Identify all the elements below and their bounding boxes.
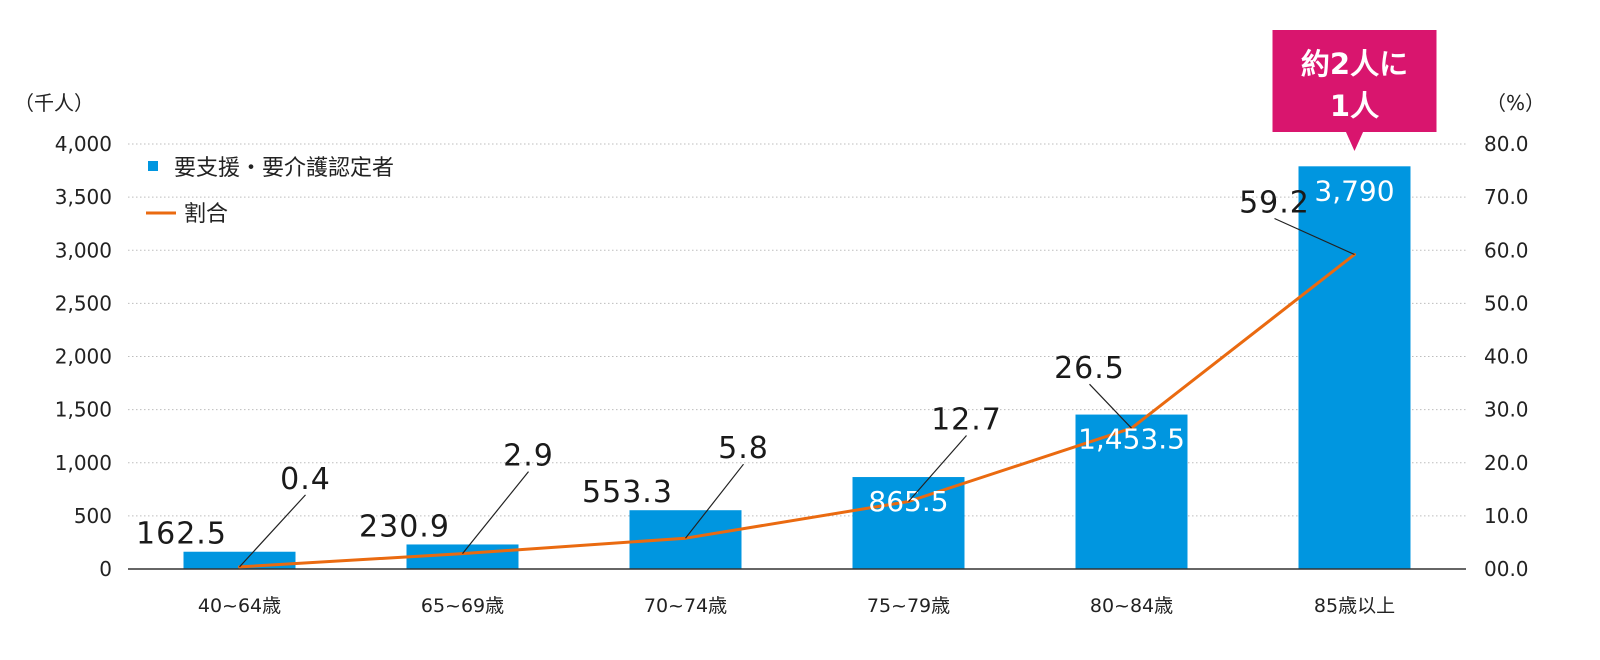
x-tick-label: 70~74歳 <box>644 595 727 617</box>
leader-line <box>908 435 967 502</box>
y-right-tick-label: 30.0 <box>1484 398 1529 422</box>
y-left-tick-label: 2,500 <box>55 291 112 315</box>
y-left-tick-label: 1,000 <box>55 451 112 475</box>
bar <box>852 477 965 569</box>
x-tick-label: 75~79歳 <box>867 595 950 617</box>
y-right-tick-label: 80.0 <box>1484 132 1529 156</box>
callout-line-1: 約2人に <box>1301 47 1408 81</box>
y-right-tick-label: 70.0 <box>1484 185 1529 209</box>
legend-marker-bar <box>148 161 158 171</box>
line-path <box>239 253 1356 569</box>
legend-label-line: 割合 <box>184 202 228 227</box>
bar <box>1298 166 1411 569</box>
line-value-label: 0.4 <box>280 462 331 497</box>
y-left-tick-label: 0 <box>99 557 112 581</box>
y-right-tick-label: 00.0 <box>1484 557 1529 581</box>
gridlines <box>128 143 1466 517</box>
y-right-unit-label: （%） <box>1486 91 1545 115</box>
callout-pointer <box>1345 131 1364 151</box>
leader-line <box>462 471 529 554</box>
y-left-tick-label: 3,500 <box>55 185 112 209</box>
callout: 約2人に 1人 <box>1272 30 1437 151</box>
leader-line <box>239 494 306 568</box>
x-tick-label: 40~64歳 <box>198 595 281 617</box>
y-right-tick-label: 50.0 <box>1484 291 1529 315</box>
line-value-label: 59.2 <box>1239 186 1310 221</box>
line-value-label: 12.7 <box>931 403 1002 438</box>
x-tick-label: 80~84歳 <box>1090 595 1173 617</box>
callout-box <box>1272 30 1437 132</box>
x-tick-label: 85歳以上 <box>1314 595 1395 617</box>
bar-value-label: 162.5 <box>136 517 227 552</box>
y-left-tick-label: 500 <box>74 504 112 528</box>
y-left-tick-label: 4,000 <box>55 132 112 156</box>
axes: 0 00.0 500 10.0 1,000 20.0 1,500 30.0 2,000 40.0 2… <box>14 91 1545 617</box>
leader-line <box>1089 383 1132 429</box>
bar-value-label: 865.5 <box>868 485 948 518</box>
line-value-label: 5.8 <box>718 431 769 466</box>
y-left-unit-label: （千人） <box>14 91 94 115</box>
legend-label-bar: 要支援・要介護認定者 <box>174 156 394 181</box>
y-left-tick-label: 1,500 <box>55 398 112 422</box>
x-tick-label: 65~69歳 <box>421 595 504 617</box>
bar-value-label: 553.3 <box>582 475 673 510</box>
line-value-label: 2.9 <box>503 439 554 474</box>
y-left-tick-label: 3,000 <box>55 238 112 262</box>
y-right-tick-label: 20.0 <box>1484 451 1529 475</box>
y-right-tick-label: 40.0 <box>1484 345 1529 369</box>
line-value-label: 26.5 <box>1054 351 1125 386</box>
bar-value-label: 230.9 <box>359 509 450 544</box>
leader-line <box>685 463 744 539</box>
y-right-tick-label: 60.0 <box>1484 238 1529 262</box>
leader-line <box>1274 217 1355 256</box>
bar-value-label: 3,790 <box>1314 174 1394 207</box>
y-left-tick-label: 2,000 <box>55 345 112 369</box>
y-right-tick-label: 10.0 <box>1484 504 1529 528</box>
callout-line-2: 1人 <box>1330 89 1379 123</box>
